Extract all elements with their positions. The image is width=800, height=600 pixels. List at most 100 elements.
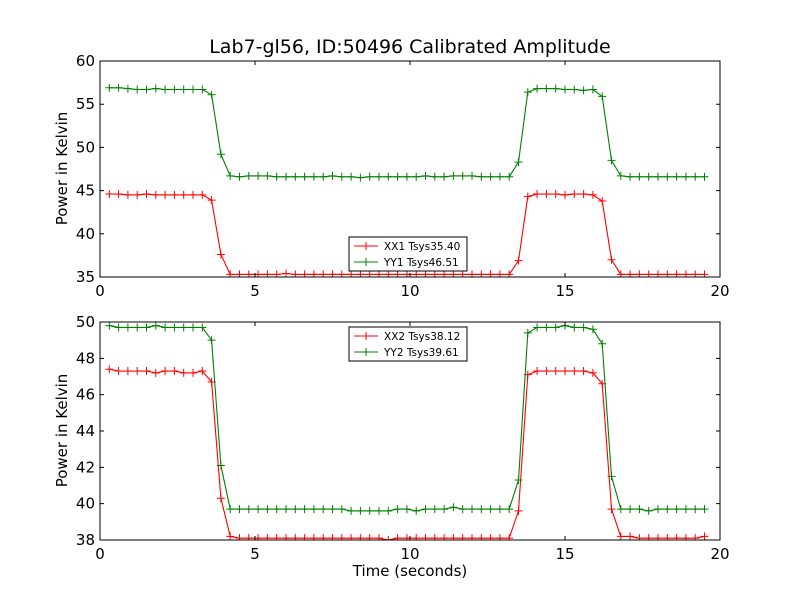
data-point [458,534,467,540]
legend-label: XX2 Tsys38.12 [384,331,460,343]
data-point [282,269,290,277]
data-point [300,270,309,277]
data-point [244,171,253,180]
data-point [421,534,430,540]
data-point [551,367,560,376]
data-point [151,190,160,199]
data-point [449,503,458,512]
data-point [598,92,607,101]
legend-marker [362,258,370,266]
data-point [161,367,170,376]
data-point [309,534,318,540]
top-plot: 0 5 10 15 20 35 40 45 50 55 60 XX1 Tsys35.40 YY1 Tsy… [76,52,730,300]
data-point [681,172,690,181]
data-point [533,84,542,93]
data-point [198,367,207,376]
data-point [328,505,337,514]
data-point [123,190,132,199]
data-point [616,270,625,277]
data-point [626,505,635,514]
y-tick-label: 50 [76,313,95,331]
data-point [207,336,216,345]
x-tick-label: 20 [710,545,729,563]
data-point [681,534,690,540]
data-point [542,367,551,376]
data-point [495,534,504,540]
data-point [700,505,709,514]
data-point [375,172,383,181]
y-tick-label: 60 [76,52,95,70]
data-point [523,192,532,201]
data-point [282,534,290,540]
legend-label: XX1 Tsys35.40 [384,241,460,253]
data-point [495,172,504,181]
legend-marker [362,332,370,340]
data-point [179,368,188,377]
data-point [505,270,514,277]
data-point [430,534,439,540]
data-point [626,172,635,181]
data-point [607,472,616,481]
data-point [161,323,170,332]
data-point [561,190,569,199]
data-point [254,505,263,514]
data-point [449,171,458,180]
data-point [542,323,551,332]
legend: XX1 Tsys35.40 YY1 Tsys46.51 [348,236,468,272]
legend-box [348,326,468,362]
data-point [356,270,365,277]
data-point [654,534,662,540]
data-point [486,270,495,277]
data-point [458,171,467,180]
x-tick-label: 20 [710,282,729,300]
x-axis-label: Time (seconds) [352,562,468,580]
data-point [189,323,197,332]
data-point [579,190,588,199]
data-point [505,172,514,181]
data-point [654,172,662,181]
y-tick-label: 46 [76,386,95,404]
data-point [663,270,672,277]
data-point [365,506,374,515]
data-point [440,172,449,181]
data-point [644,534,653,540]
data-point [458,505,467,514]
data-point [523,328,532,337]
data-point [672,172,681,181]
legend-marker [362,242,370,250]
data-point [691,172,700,181]
data-point [700,532,709,540]
data-point [337,534,346,540]
series-1 [105,190,709,277]
data-point [114,367,123,376]
data-point [412,534,421,540]
data-point [523,88,532,97]
data-point [393,172,402,181]
data-point [495,270,504,277]
data-point [235,172,244,181]
data-point [430,270,439,277]
data-point [514,158,523,167]
data-point [477,270,486,277]
data-point [179,323,188,332]
data-point [226,171,235,180]
data-point [551,190,560,199]
data-point [626,270,635,277]
data-point [151,368,160,377]
data-point [328,171,337,180]
data-point [319,270,328,277]
data-point [300,534,309,540]
data-point [477,534,486,540]
series-1 [105,365,709,540]
y-tick-label: 48 [76,349,95,367]
data-point [272,270,281,277]
data-point [198,323,207,332]
data-point [133,323,142,332]
data-point [263,270,272,277]
y-tick-label: 50 [76,138,95,156]
data-point [691,505,700,514]
data-point [300,505,309,514]
data-point [356,506,365,515]
data-point [319,534,328,540]
x-tick-label: 0 [95,545,105,563]
